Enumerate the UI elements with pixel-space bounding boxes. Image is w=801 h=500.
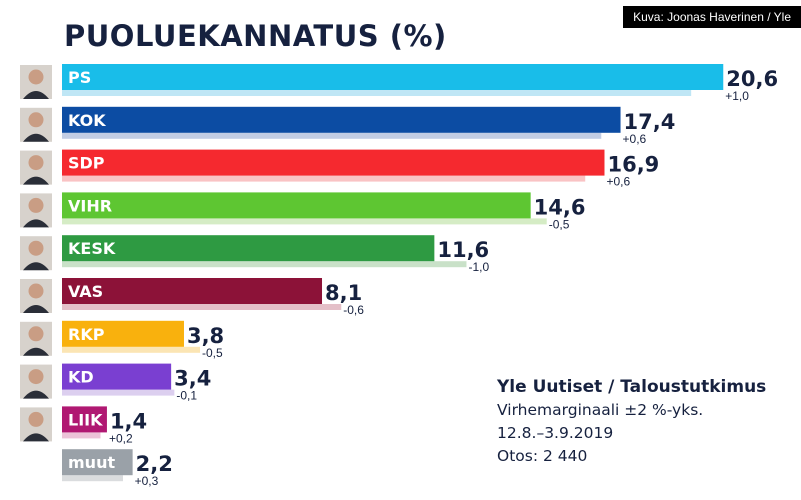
previous-bar-kesk <box>62 261 467 268</box>
portrait-vas-body <box>23 305 49 313</box>
value-label-muut: 2,2 <box>136 452 173 476</box>
previous-bar-ps <box>62 90 692 96</box>
change-label-kd: -0,1 <box>176 389 197 403</box>
portrait-kok-body <box>23 133 49 142</box>
bar-liik <box>62 406 107 433</box>
bar-muut <box>62 449 133 476</box>
value-label-kesk: 11,6 <box>437 238 489 262</box>
portrait-rkp-face <box>28 326 44 342</box>
portrait-ps-body <box>23 91 49 99</box>
change-label-sdp: +0,6 <box>606 175 630 189</box>
portrait-liik-face <box>28 411 44 427</box>
previous-bar-kok <box>62 132 602 139</box>
bar-label-rkp: RKP <box>68 325 105 344</box>
portrait-rkp-body <box>23 347 49 356</box>
previous-bar-rkp <box>62 346 201 353</box>
value-label-ps: 20,6 <box>726 67 778 91</box>
bar-label-muut: muut <box>68 453 115 472</box>
value-label-rkp: 3,8 <box>187 324 224 348</box>
change-label-rkp: -0,5 <box>202 346 223 360</box>
value-label-sdp: 16,9 <box>607 153 659 177</box>
change-label-kesk: -1,0 <box>468 260 489 274</box>
previous-bar-sdp <box>62 175 586 182</box>
bar-label-vas: VAS <box>68 282 103 301</box>
chart-title: PUOLUEKANNATUS (%) <box>64 19 447 53</box>
bar-kok <box>62 106 621 133</box>
bar-label-ps: PS <box>68 68 91 87</box>
survey-period: 12.8.–3.9.2019 <box>497 424 614 442</box>
bar-ps <box>62 64 724 90</box>
portrait-kesk-body <box>23 262 49 271</box>
bar-label-kd: KD <box>68 368 94 387</box>
bar-vas <box>62 278 323 304</box>
sample-size: Otos: 2 440 <box>497 447 588 465</box>
value-label-kd: 3,4 <box>174 367 211 391</box>
source-title: Yle Uutiset / Taloustutkimus <box>497 377 767 397</box>
value-label-vas: 8,1 <box>325 281 362 305</box>
bar-label-kesk: KESK <box>68 239 116 258</box>
bar-kd <box>62 363 172 390</box>
bar-label-kok: KOK <box>68 111 106 130</box>
portrait-vas-face <box>28 283 44 299</box>
change-label-ps: +1,0 <box>725 89 749 103</box>
portrait-kesk-face <box>28 240 44 256</box>
change-label-vas: -0,6 <box>343 303 364 317</box>
portrait-ps-face <box>28 69 44 85</box>
value-label-kok: 17,4 <box>624 110 676 134</box>
portrait-vihr-face <box>28 197 44 213</box>
previous-bar-liik <box>62 432 101 439</box>
change-label-kok: +0,6 <box>623 132 647 146</box>
margin-of-error: Virhemarginaali ±2 %-yks. <box>497 401 704 419</box>
change-label-liik: +0,2 <box>109 431 133 445</box>
bar-rkp <box>62 320 184 347</box>
portrait-sdp-body <box>23 176 49 185</box>
photo-credit: Kuva: Joonas Haverinen / Yle <box>623 6 801 28</box>
portrait-kok-face <box>28 112 44 128</box>
portrait-kd-face <box>28 369 44 385</box>
bar-sdp <box>62 149 605 176</box>
portrait-kd-body <box>23 390 49 399</box>
bar-vihr <box>62 192 531 219</box>
bar-label-sdp: SDP <box>68 154 105 173</box>
previous-bar-vas <box>62 304 342 310</box>
change-label-vihr: -0,5 <box>549 217 570 231</box>
portrait-liik-body <box>23 433 49 442</box>
value-label-vihr: 14,6 <box>534 195 586 219</box>
previous-bar-muut <box>62 475 123 482</box>
previous-bar-vihr <box>62 218 547 225</box>
bar-label-liik: LIIK <box>68 410 103 429</box>
bar-kesk <box>62 235 435 262</box>
value-label-liik: 1,4 <box>110 409 147 433</box>
portrait-sdp-face <box>28 155 44 171</box>
portrait-vihr-body <box>23 219 49 228</box>
bar-label-vihr: VIHR <box>68 196 112 215</box>
previous-bar-kd <box>62 389 175 396</box>
source-box: Yle Uutiset / Taloustutkimus Virhemargin… <box>497 376 766 468</box>
change-label-muut: +0,3 <box>135 474 159 488</box>
